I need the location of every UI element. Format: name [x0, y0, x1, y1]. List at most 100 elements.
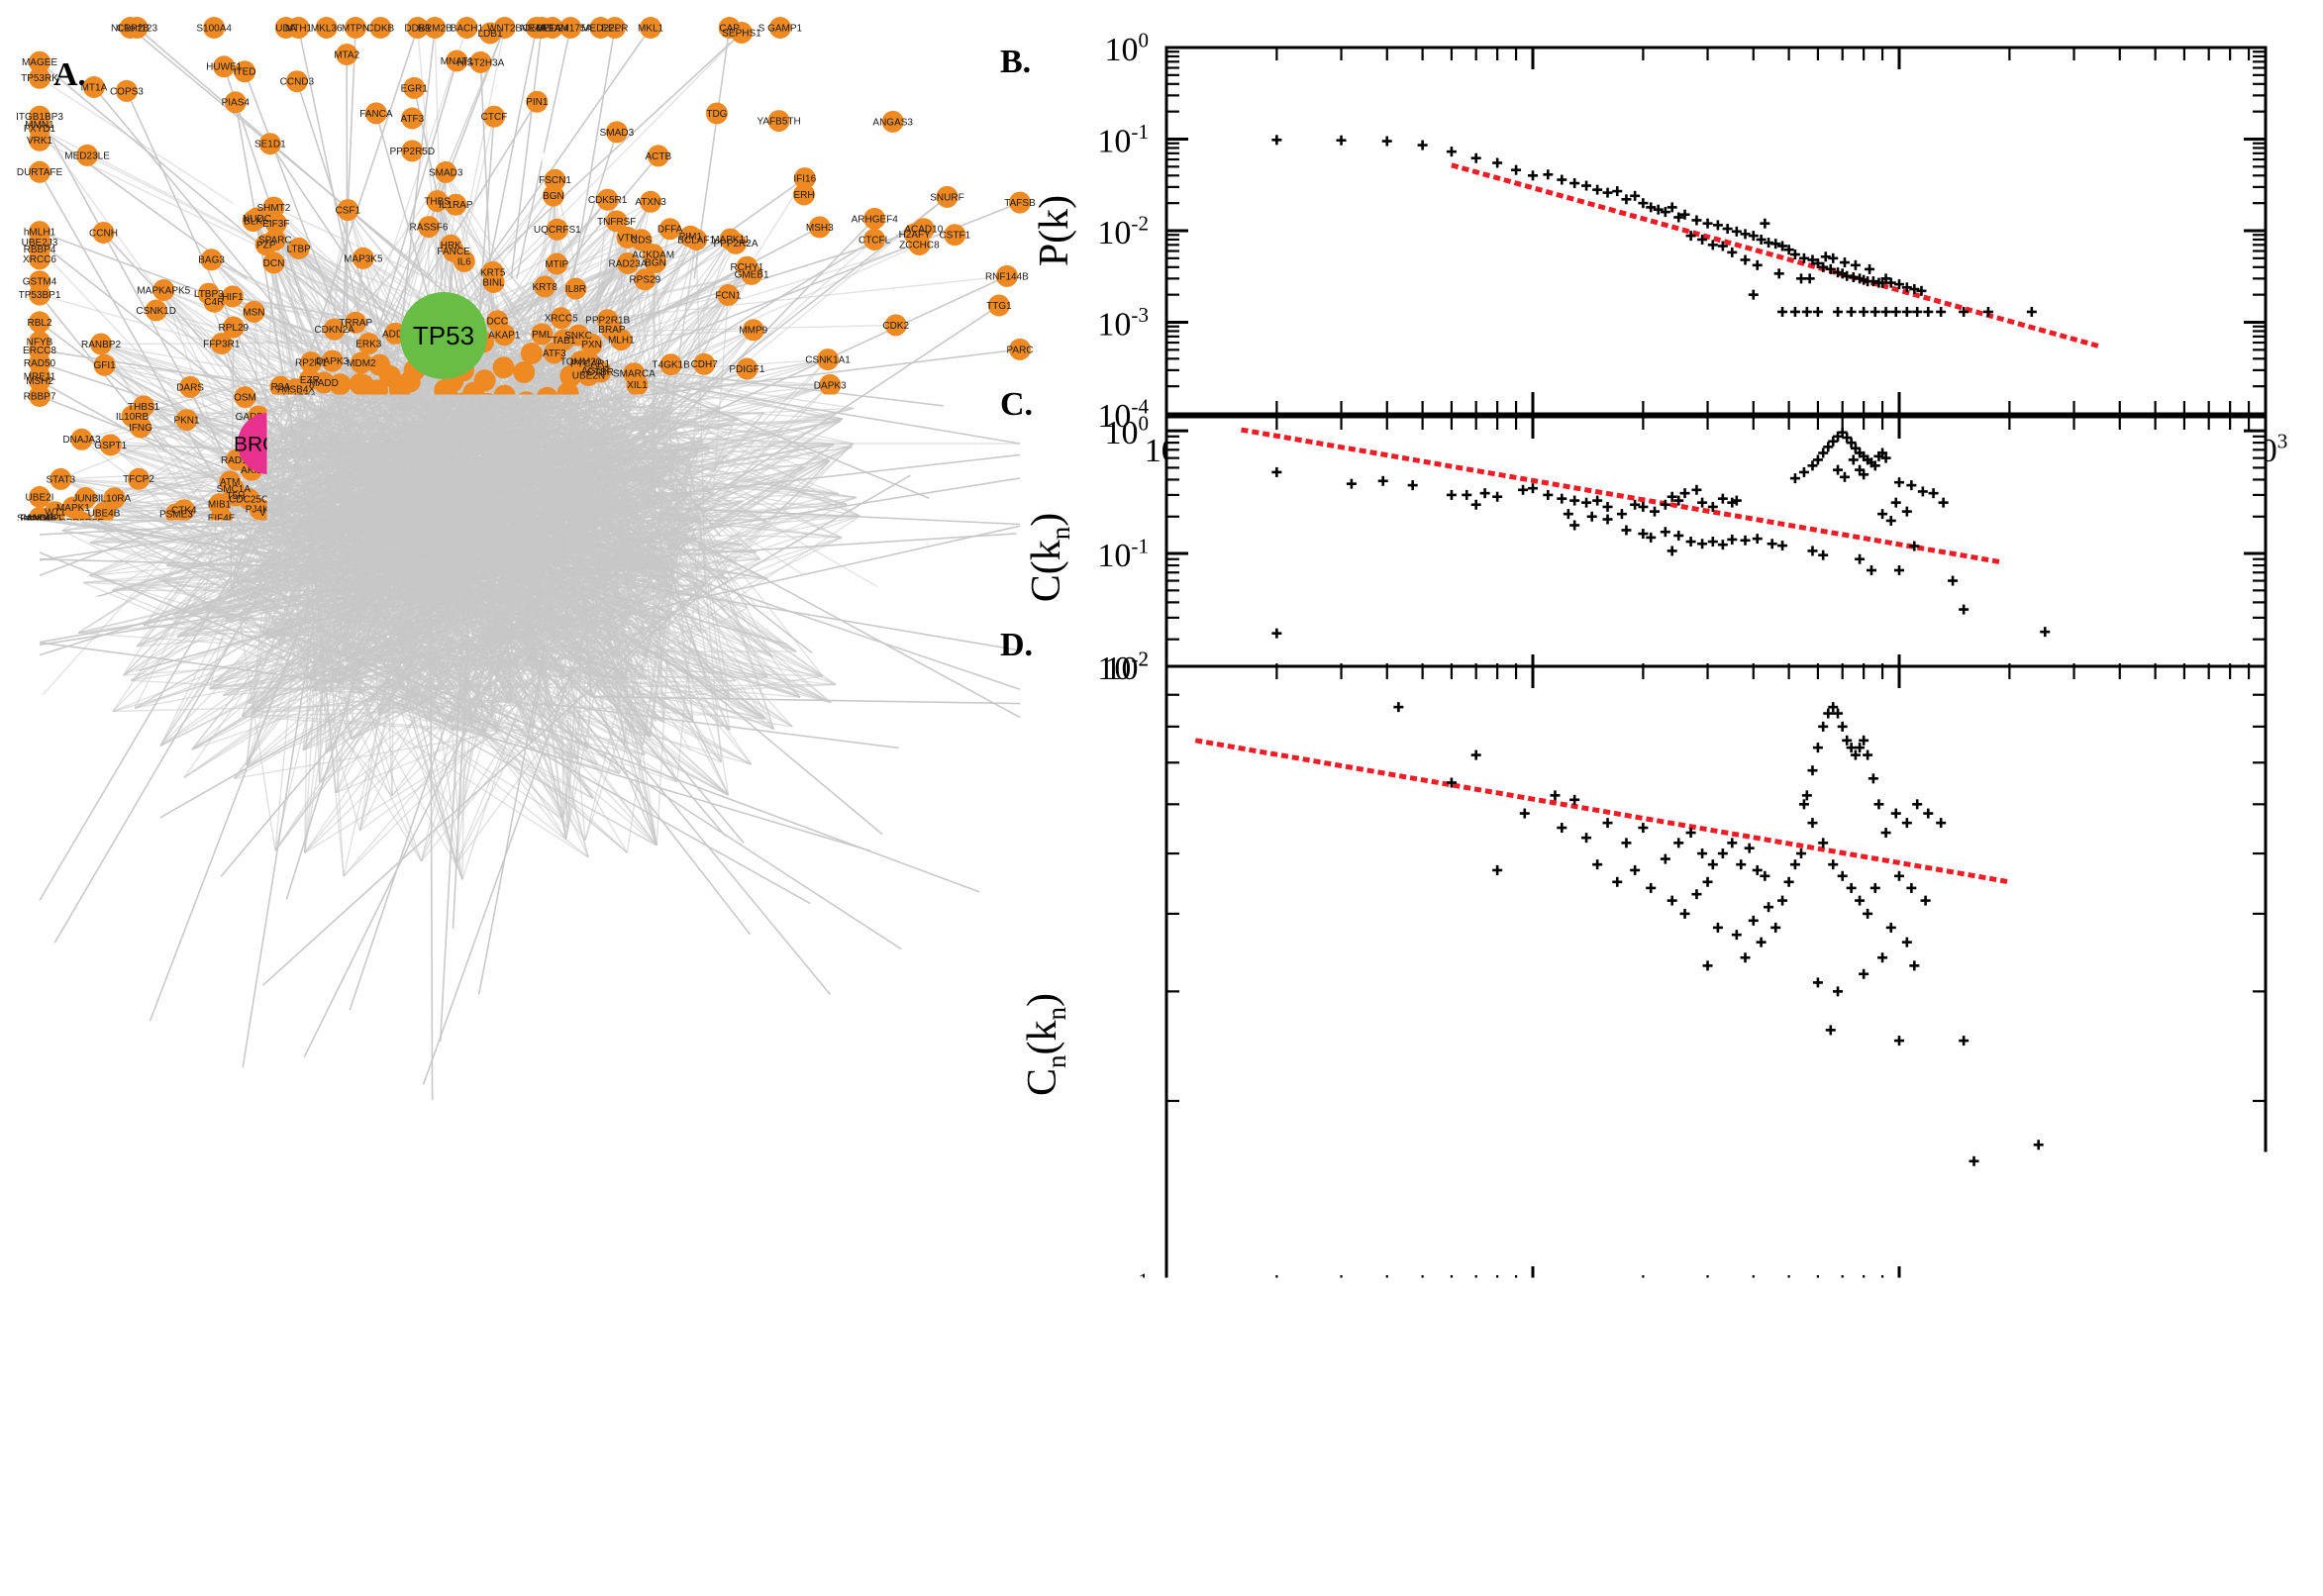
network-node[interactable] [510, 675, 532, 697]
network-node[interactable] [420, 538, 442, 559]
network-node[interactable] [389, 378, 411, 400]
network-node-label: ZNF385A [882, 911, 925, 922]
network-node[interactable] [472, 430, 494, 451]
network-node-label: VTN [618, 233, 638, 244]
network-node[interactable] [566, 472, 588, 494]
network-node[interactable] [372, 576, 394, 598]
network-node[interactable] [570, 544, 592, 565]
network-node[interactable] [561, 430, 583, 451]
network-node[interactable] [493, 460, 515, 482]
network-node-label: DCC [486, 317, 508, 328]
network-node[interactable] [359, 545, 381, 566]
network-node[interactable] [306, 431, 328, 452]
network-node[interactable] [422, 512, 444, 534]
network-node-label: PPP2R5D [390, 147, 436, 157]
network-node[interactable] [492, 560, 514, 582]
network-node[interactable] [391, 635, 413, 656]
network-node[interactable] [298, 477, 320, 499]
network-node[interactable] [616, 613, 638, 635]
network-node[interactable] [531, 584, 553, 606]
network-node[interactable] [399, 654, 421, 676]
network-node[interactable] [354, 414, 376, 436]
network-node[interactable] [407, 451, 429, 473]
network-node[interactable] [300, 454, 322, 476]
network-node[interactable] [477, 636, 499, 657]
network-node[interactable] [493, 356, 515, 378]
network-node[interactable] [367, 519, 389, 541]
network-node[interactable] [527, 654, 549, 676]
network-node[interactable] [535, 524, 556, 546]
network-node-label: ILK [169, 632, 184, 643]
network-node[interactable] [433, 477, 454, 499]
axis-tick-label: 102 [1877, 1303, 1922, 1344]
network-node[interactable] [517, 471, 539, 493]
network-node[interactable] [341, 648, 362, 669]
network-node[interactable] [480, 502, 502, 524]
network-node[interactable] [570, 642, 592, 663]
network-node[interactable] [346, 487, 367, 509]
network-node[interactable] [512, 409, 534, 431]
network-node[interactable] [444, 605, 465, 627]
network-node[interactable] [506, 428, 528, 449]
network-node-label: RIPK1 [719, 421, 748, 432]
network-node[interactable] [392, 594, 414, 616]
network-node[interactable] [615, 495, 637, 517]
network-node[interactable] [584, 615, 606, 637]
network-node[interactable] [537, 387, 558, 409]
network-node[interactable] [395, 426, 417, 448]
network-node[interactable] [515, 502, 537, 524]
network-node[interactable] [577, 405, 599, 427]
network-node[interactable] [553, 665, 574, 687]
network-node[interactable] [393, 564, 415, 586]
network-node-label: CASP1 [264, 628, 297, 639]
network-node[interactable] [417, 606, 439, 628]
network-node[interactable] [550, 408, 571, 430]
network-node[interactable] [446, 510, 467, 532]
network-node[interactable] [510, 534, 532, 555]
network-node[interactable] [501, 623, 523, 645]
network-node-label: ATF3 [400, 114, 424, 125]
network-node[interactable] [527, 553, 549, 575]
network-node[interactable] [481, 407, 503, 429]
network-node[interactable] [513, 361, 535, 383]
network-node[interactable] [581, 492, 603, 514]
network-node[interactable] [546, 459, 567, 481]
network-node[interactable] [313, 597, 335, 619]
network-node[interactable] [456, 648, 478, 670]
network-node[interactable] [420, 578, 442, 600]
network-node[interactable] [560, 576, 582, 598]
network-node-label: BGN [543, 191, 564, 202]
network-node-label: YWHAZ [646, 492, 681, 503]
network-node[interactable] [521, 343, 543, 364]
network-node[interactable] [338, 510, 359, 532]
network-node[interactable] [432, 391, 454, 413]
network-node[interactable] [483, 537, 505, 558]
network-node[interactable] [398, 478, 420, 500]
network-node[interactable] [595, 551, 617, 573]
network-node[interactable] [377, 672, 399, 694]
network-node[interactable] [337, 573, 358, 595]
network-node[interactable] [458, 679, 480, 701]
network-node-label: TRXC4 [572, 1064, 605, 1075]
network-node[interactable] [428, 680, 450, 702]
network-node[interactable] [339, 442, 360, 463]
network-node-label: RAB1A [735, 760, 767, 771]
network-node-label: RFC1 [27, 650, 53, 661]
network-node[interactable] [511, 568, 533, 590]
network-node[interactable] [556, 503, 577, 525]
network-node[interactable] [588, 585, 610, 607]
axis-tick-label: 10-3 [1097, 303, 1149, 344]
panel-d-svg: 101102100 101 102 10310-2Cn(kn)kn [990, 619, 2317, 1579]
network-node[interactable] [349, 612, 370, 634]
network-node[interactable] [399, 516, 421, 538]
network-node[interactable] [310, 573, 332, 595]
network-node[interactable] [368, 648, 390, 669]
network-node[interactable] [554, 614, 575, 636]
network-node[interactable] [454, 557, 476, 579]
network-node[interactable] [511, 603, 533, 625]
network-node-label: VRK1 [27, 136, 53, 147]
network-node[interactable] [350, 373, 371, 395]
network-node-label: MTPN [342, 23, 369, 34]
network-node[interactable] [443, 581, 464, 603]
network-node[interactable] [443, 424, 464, 446]
